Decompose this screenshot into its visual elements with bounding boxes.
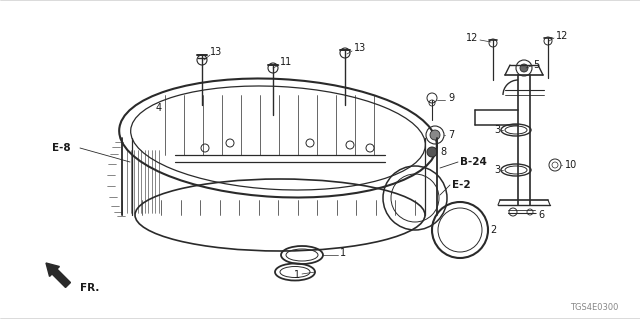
Text: FR.: FR. (80, 283, 99, 293)
Text: 3: 3 (494, 125, 500, 135)
Text: 4: 4 (156, 103, 162, 113)
Text: 12: 12 (466, 33, 478, 43)
Text: 11: 11 (280, 57, 292, 67)
Circle shape (520, 64, 528, 72)
Text: 12: 12 (556, 31, 568, 41)
Text: TGS4E0300: TGS4E0300 (570, 303, 618, 313)
Text: 7: 7 (448, 130, 454, 140)
Text: E-8: E-8 (52, 143, 70, 153)
Text: 1: 1 (340, 248, 346, 258)
Text: 2: 2 (490, 225, 496, 235)
Text: 13: 13 (354, 43, 366, 53)
Circle shape (430, 130, 440, 140)
Text: 6: 6 (538, 210, 544, 220)
Text: 9: 9 (448, 93, 454, 103)
Text: B-24: B-24 (460, 157, 487, 167)
Text: 8: 8 (440, 147, 446, 157)
Circle shape (427, 147, 437, 157)
Text: 13: 13 (210, 47, 222, 57)
FancyArrow shape (46, 263, 70, 287)
Text: 5: 5 (533, 60, 540, 70)
Text: E-2: E-2 (452, 180, 470, 190)
Text: 1: 1 (294, 270, 300, 280)
Text: 3: 3 (494, 165, 500, 175)
Text: 10: 10 (565, 160, 577, 170)
